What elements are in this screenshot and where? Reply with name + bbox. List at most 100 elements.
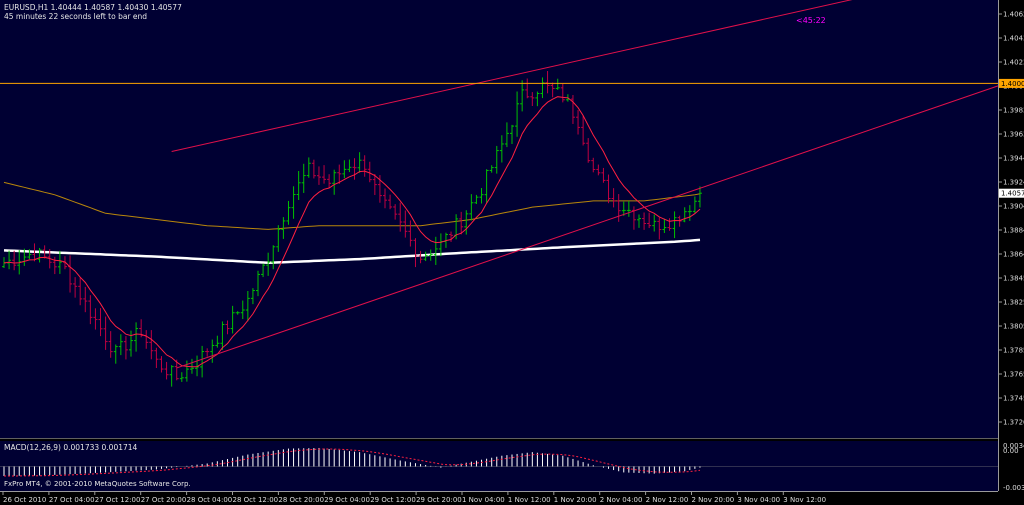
price-bar bbox=[637, 214, 641, 228]
price-bar bbox=[687, 205, 692, 221]
price-tick-label: 1.37655 bbox=[1003, 371, 1024, 379]
price-bar bbox=[327, 174, 332, 189]
time-axis[interactable]: 26 Oct 2010 27 Oct 04:00 27 Oct 12:00 27 Oc… bbox=[2, 491, 826, 504]
price-bar bbox=[235, 311, 240, 315]
price-bar bbox=[520, 80, 525, 112]
price-bar bbox=[570, 95, 575, 124]
macd-signal-line bbox=[4, 448, 701, 477]
bar-timer-line: 45 minutes 22 seconds left to bar end bbox=[4, 12, 148, 21]
price-bar bbox=[129, 330, 133, 357]
price-bar bbox=[596, 164, 601, 176]
price-bar bbox=[418, 250, 423, 264]
price-bar bbox=[464, 210, 469, 235]
price-bar bbox=[474, 194, 479, 205]
ma-slow-line bbox=[3, 181, 701, 230]
price-bar bbox=[459, 211, 464, 235]
price-axis[interactable]: 1.40620 1.40430 1.40230 1.40000 1.39835 1.396… bbox=[998, 11, 1024, 493]
price-bar bbox=[362, 155, 367, 177]
macd-tick-label: -0.00361 bbox=[1003, 484, 1024, 492]
price-bar bbox=[682, 207, 687, 223]
price-bar bbox=[215, 335, 220, 348]
price-bar bbox=[657, 217, 662, 240]
price-bar bbox=[169, 365, 174, 387]
time-tick-label: 29 Oct 04:00 bbox=[324, 496, 370, 504]
price-bar bbox=[393, 204, 398, 220]
time-tick-label: 2 Nov 12:00 bbox=[646, 496, 689, 504]
price-bar bbox=[83, 286, 88, 313]
price-bar bbox=[52, 256, 57, 275]
price-bar bbox=[27, 249, 32, 260]
price-bar bbox=[398, 202, 403, 232]
price-bar bbox=[286, 200, 291, 225]
ma-long-line bbox=[3, 238, 701, 265]
price-bar bbox=[210, 339, 215, 363]
price-bar bbox=[576, 110, 581, 135]
price-bar bbox=[281, 217, 286, 239]
price-tick-label: 1.39635 bbox=[1003, 131, 1024, 139]
price-bar bbox=[347, 159, 352, 173]
price-bar bbox=[134, 322, 139, 352]
macd-label: MACD(12,26,9) 0.001733 0.001714 bbox=[4, 443, 138, 452]
price-bar bbox=[449, 231, 454, 242]
moving-average-fast bbox=[3, 96, 701, 368]
time-tick-label: 28 Oct 12:00 bbox=[233, 496, 279, 504]
price-bar bbox=[697, 186, 702, 208]
time-tick-label: 1 Nov 20:00 bbox=[554, 496, 597, 504]
price-tick-label: 1.38645 bbox=[1003, 251, 1024, 259]
price-bar bbox=[88, 295, 93, 325]
price-bar bbox=[555, 78, 560, 90]
time-tick-label: 28 Oct 20:00 bbox=[278, 496, 324, 504]
price-bar bbox=[642, 212, 647, 230]
price-bar bbox=[57, 250, 62, 274]
price-bar bbox=[200, 345, 205, 378]
price-bar bbox=[403, 210, 408, 238]
price-bar bbox=[179, 372, 184, 382]
price-bar bbox=[256, 270, 260, 297]
horizontal-line-1.40000[interactable]: 1.40000 bbox=[0, 78, 1024, 88]
price-bar bbox=[586, 138, 591, 163]
price-bar bbox=[535, 91, 540, 107]
hline-price-box bbox=[999, 78, 1024, 88]
price-bar bbox=[103, 316, 108, 350]
time-tick-label: 2 Nov 20:00 bbox=[692, 496, 735, 504]
price-bar bbox=[428, 249, 433, 261]
price-bar bbox=[530, 92, 535, 106]
price-bar bbox=[93, 308, 98, 330]
macd-tick-label: 0.00 bbox=[1003, 447, 1019, 455]
time-tick-label: 28 Oct 04:00 bbox=[187, 496, 233, 504]
price-bar bbox=[667, 218, 672, 231]
price-bar bbox=[433, 236, 438, 265]
price-bar bbox=[301, 163, 306, 193]
trend-channel[interactable] bbox=[171, 0, 999, 369]
price-bar bbox=[332, 169, 337, 195]
time-tick-label: 27 Oct 04:00 bbox=[49, 496, 95, 504]
symbol-info-line: EURUSD,H1 1.40444 1.40587 1.40430 1.4057… bbox=[4, 3, 182, 12]
price-bar bbox=[647, 212, 652, 229]
price-bar bbox=[342, 160, 347, 179]
price-bar bbox=[306, 157, 311, 178]
price-bar bbox=[408, 220, 413, 247]
price-bar bbox=[250, 288, 255, 305]
channel-lower-line[interactable] bbox=[176, 85, 999, 369]
price-bar bbox=[525, 78, 530, 99]
price-bar bbox=[494, 145, 499, 174]
price-bar bbox=[159, 356, 164, 373]
price-bar bbox=[560, 83, 565, 103]
price-tick-label: 1.38250 bbox=[1003, 299, 1024, 307]
price-bar bbox=[291, 186, 296, 219]
price-bar bbox=[73, 277, 78, 298]
macd-tick-label: 0.00343 bbox=[1003, 442, 1024, 450]
channel-upper-line[interactable] bbox=[171, 0, 904, 152]
price-tick-label: 1.40430 bbox=[1003, 35, 1024, 43]
price-bar bbox=[352, 158, 357, 180]
price-tick-label: 1.37260 bbox=[1003, 419, 1024, 427]
price-bar bbox=[510, 124, 514, 144]
price-bar bbox=[118, 334, 123, 356]
countdown-label: <45:22 bbox=[796, 16, 826, 25]
price-tick-label: 1.39045 bbox=[1003, 203, 1024, 211]
price-bar bbox=[581, 115, 586, 146]
price-bar bbox=[626, 200, 631, 217]
time-tick-label: 1 Nov 04:00 bbox=[462, 496, 505, 504]
